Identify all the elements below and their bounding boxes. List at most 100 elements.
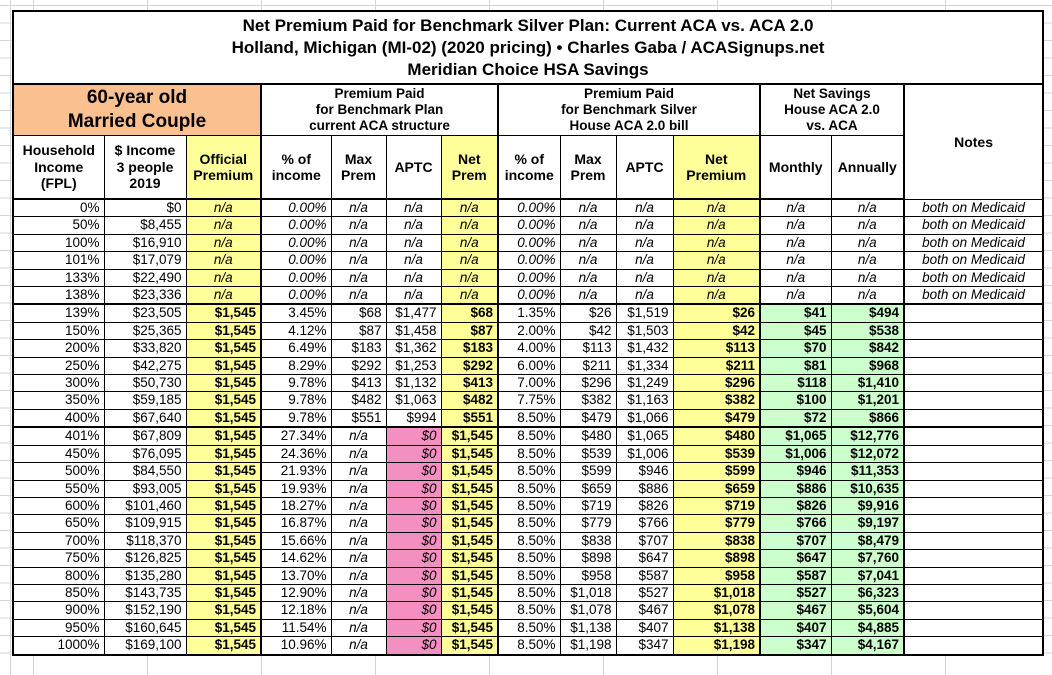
cell-house-aptc: $946: [615, 462, 674, 481]
cell-savings-monthly: $45: [759, 321, 832, 341]
table-row: 139% $23,505 $1,545 3.45% $68 $1,477 $68 1.35% $…: [12, 303, 1044, 323]
cell-aca-max-prem: n/a: [330, 549, 387, 568]
cell-house-pct-income: 8.50%: [497, 444, 561, 464]
cell-aca-aptc: $0: [385, 636, 442, 656]
cell-savings-monthly: $707: [759, 531, 832, 551]
cell-savings-annually: $6,323: [830, 583, 905, 603]
cell-income: $76,095: [103, 444, 187, 464]
table-row: 0% $0 n/a 0.00% n/a n/a n/a 0.00% n/a n/a n/a n/a n/…: [12, 198, 1044, 218]
cell-official-premium: n/a: [185, 251, 262, 270]
cell-official-premium: $1,545: [185, 462, 262, 481]
table-row: 550% $93,005 $1,545 19.93% n/a $0 $1,545 8.50% $…: [12, 479, 1044, 498]
col-header-aca-net-prem: Net Prem: [440, 135, 499, 200]
cell-fpl: 700%: [12, 531, 105, 551]
cell-savings-annually: n/a: [830, 286, 905, 305]
cell-aca-pct-income: 0.00%: [260, 251, 332, 270]
cell-official-premium: n/a: [185, 268, 262, 288]
cell-fpl: 1000%: [12, 636, 105, 656]
cell-fpl: 350%: [12, 391, 105, 410]
cell-aca-aptc: $0: [385, 531, 442, 551]
cell-savings-monthly: $81: [759, 356, 832, 376]
cell-house-aptc: n/a: [615, 233, 674, 253]
cell-savings-monthly: $118: [759, 374, 832, 393]
cell-aca-max-prem: n/a: [330, 426, 387, 446]
cell-house-max-prem: $659: [559, 479, 617, 498]
cell-notes: both on Medicaid: [902, 198, 1044, 218]
cell-aca-net-prem: $1,545: [440, 444, 499, 464]
cell-official-premium: $1,545: [185, 601, 262, 620]
cell-aca-aptc: $1,362: [385, 339, 442, 358]
cell-aca-pct-income: 13.70%: [260, 566, 332, 585]
cell-income: $50,730: [103, 374, 187, 393]
cell-notes: [902, 549, 1044, 568]
cell-house-aptc: $1,432: [615, 339, 674, 358]
cell-house-max-prem: $1,078: [559, 601, 617, 620]
cell-house-aptc: $886: [615, 479, 674, 498]
cell-house-net-premium: $1,078: [672, 601, 761, 620]
cell-fpl: 650%: [12, 514, 105, 533]
cell-aca-aptc: n/a: [385, 233, 442, 253]
cell-notes: [902, 636, 1044, 656]
cell-savings-monthly: $587: [759, 566, 832, 585]
cell-aca-pct-income: 6.49%: [260, 339, 332, 358]
cell-house-max-prem: $719: [559, 496, 617, 516]
cell-house-max-prem: $211: [559, 356, 617, 376]
cell-savings-monthly: $41: [759, 303, 832, 323]
cell-aca-max-prem: n/a: [330, 636, 387, 656]
cell-official-premium: $1,545: [185, 339, 262, 358]
cell-fpl: 200%: [12, 339, 105, 358]
cell-savings-monthly: $766: [759, 514, 832, 533]
cell-fpl: 450%: [12, 444, 105, 464]
cell-house-pct-income: 8.50%: [497, 462, 561, 481]
notes-column-header: Notes: [902, 83, 1044, 200]
cell-aca-net-prem: $183: [440, 339, 499, 358]
cell-aca-max-prem: n/a: [330, 251, 387, 270]
cell-house-max-prem: $898: [559, 549, 617, 568]
cell-income: $22,490: [103, 268, 187, 288]
cell-house-aptc: n/a: [615, 286, 674, 305]
cell-income: $16,910: [103, 233, 187, 253]
cell-aca-aptc: $0: [385, 601, 442, 620]
cell-aca-aptc: n/a: [385, 268, 442, 288]
cell-savings-monthly: $1,065: [759, 426, 832, 446]
cell-aca-max-prem: $551: [330, 408, 387, 428]
cell-house-max-prem: $779: [559, 514, 617, 533]
cell-house-pct-income: 4.00%: [497, 339, 561, 358]
cell-house-max-prem: $480: [559, 426, 617, 446]
cell-house-max-prem: $838: [559, 531, 617, 551]
cell-official-premium: $1,545: [185, 408, 262, 428]
cell-fpl: 401%: [12, 426, 105, 446]
cell-house-max-prem: n/a: [559, 268, 617, 288]
cell-savings-monthly: n/a: [759, 233, 832, 253]
cell-official-premium: n/a: [185, 198, 262, 218]
cell-official-premium: $1,545: [185, 426, 262, 446]
cell-official-premium: $1,545: [185, 531, 262, 551]
cell-savings-monthly: n/a: [759, 286, 832, 305]
table-row: 1000% $169,100 $1,545 10.96% n/a $0 $1,545 8.50…: [12, 636, 1044, 656]
table-row: 700% $118,370 $1,545 15.66% n/a $0 $1,545 8.50%…: [12, 531, 1044, 551]
table-row: 950% $160,645 $1,545 11.54% n/a $0 $1,545 8.50%…: [12, 618, 1044, 638]
cell-house-max-prem: $1,018: [559, 583, 617, 603]
demographic-line-1: 60-year old: [86, 87, 188, 108]
table-body: 0% $0 n/a 0.00% n/a n/a n/a 0.00% n/a n/a n/a n/a n/…: [12, 198, 1044, 656]
cell-house-pct-income: 0.00%: [497, 268, 561, 288]
cell-savings-annually: $12,072: [830, 444, 905, 464]
cell-income: $118,370: [103, 531, 187, 551]
cell-house-max-prem: $42: [559, 321, 617, 341]
cell-house-aptc: $1,163: [615, 391, 674, 410]
cell-house-pct-income: 0.00%: [497, 198, 561, 218]
cell-income: $59,185: [103, 391, 187, 410]
cell-notes: [902, 479, 1044, 498]
col-header-official-premium: Official Premium: [185, 135, 262, 200]
col-header-annually: Annually: [830, 135, 905, 200]
cell-income: $101,460: [103, 496, 187, 516]
cell-savings-monthly: $946: [759, 462, 832, 481]
cell-aca-net-prem: $87: [440, 321, 499, 341]
cell-notes: [902, 462, 1044, 481]
cell-house-pct-income: 8.50%: [497, 426, 561, 446]
cell-house-max-prem: n/a: [559, 233, 617, 253]
table-row: 450% $76,095 $1,545 24.36% n/a $0 $1,545 8.50% $…: [12, 444, 1044, 464]
cell-savings-monthly: $886: [759, 479, 832, 498]
cell-aca-pct-income: 9.78%: [260, 391, 332, 410]
cell-house-aptc: $1,519: [615, 303, 674, 323]
